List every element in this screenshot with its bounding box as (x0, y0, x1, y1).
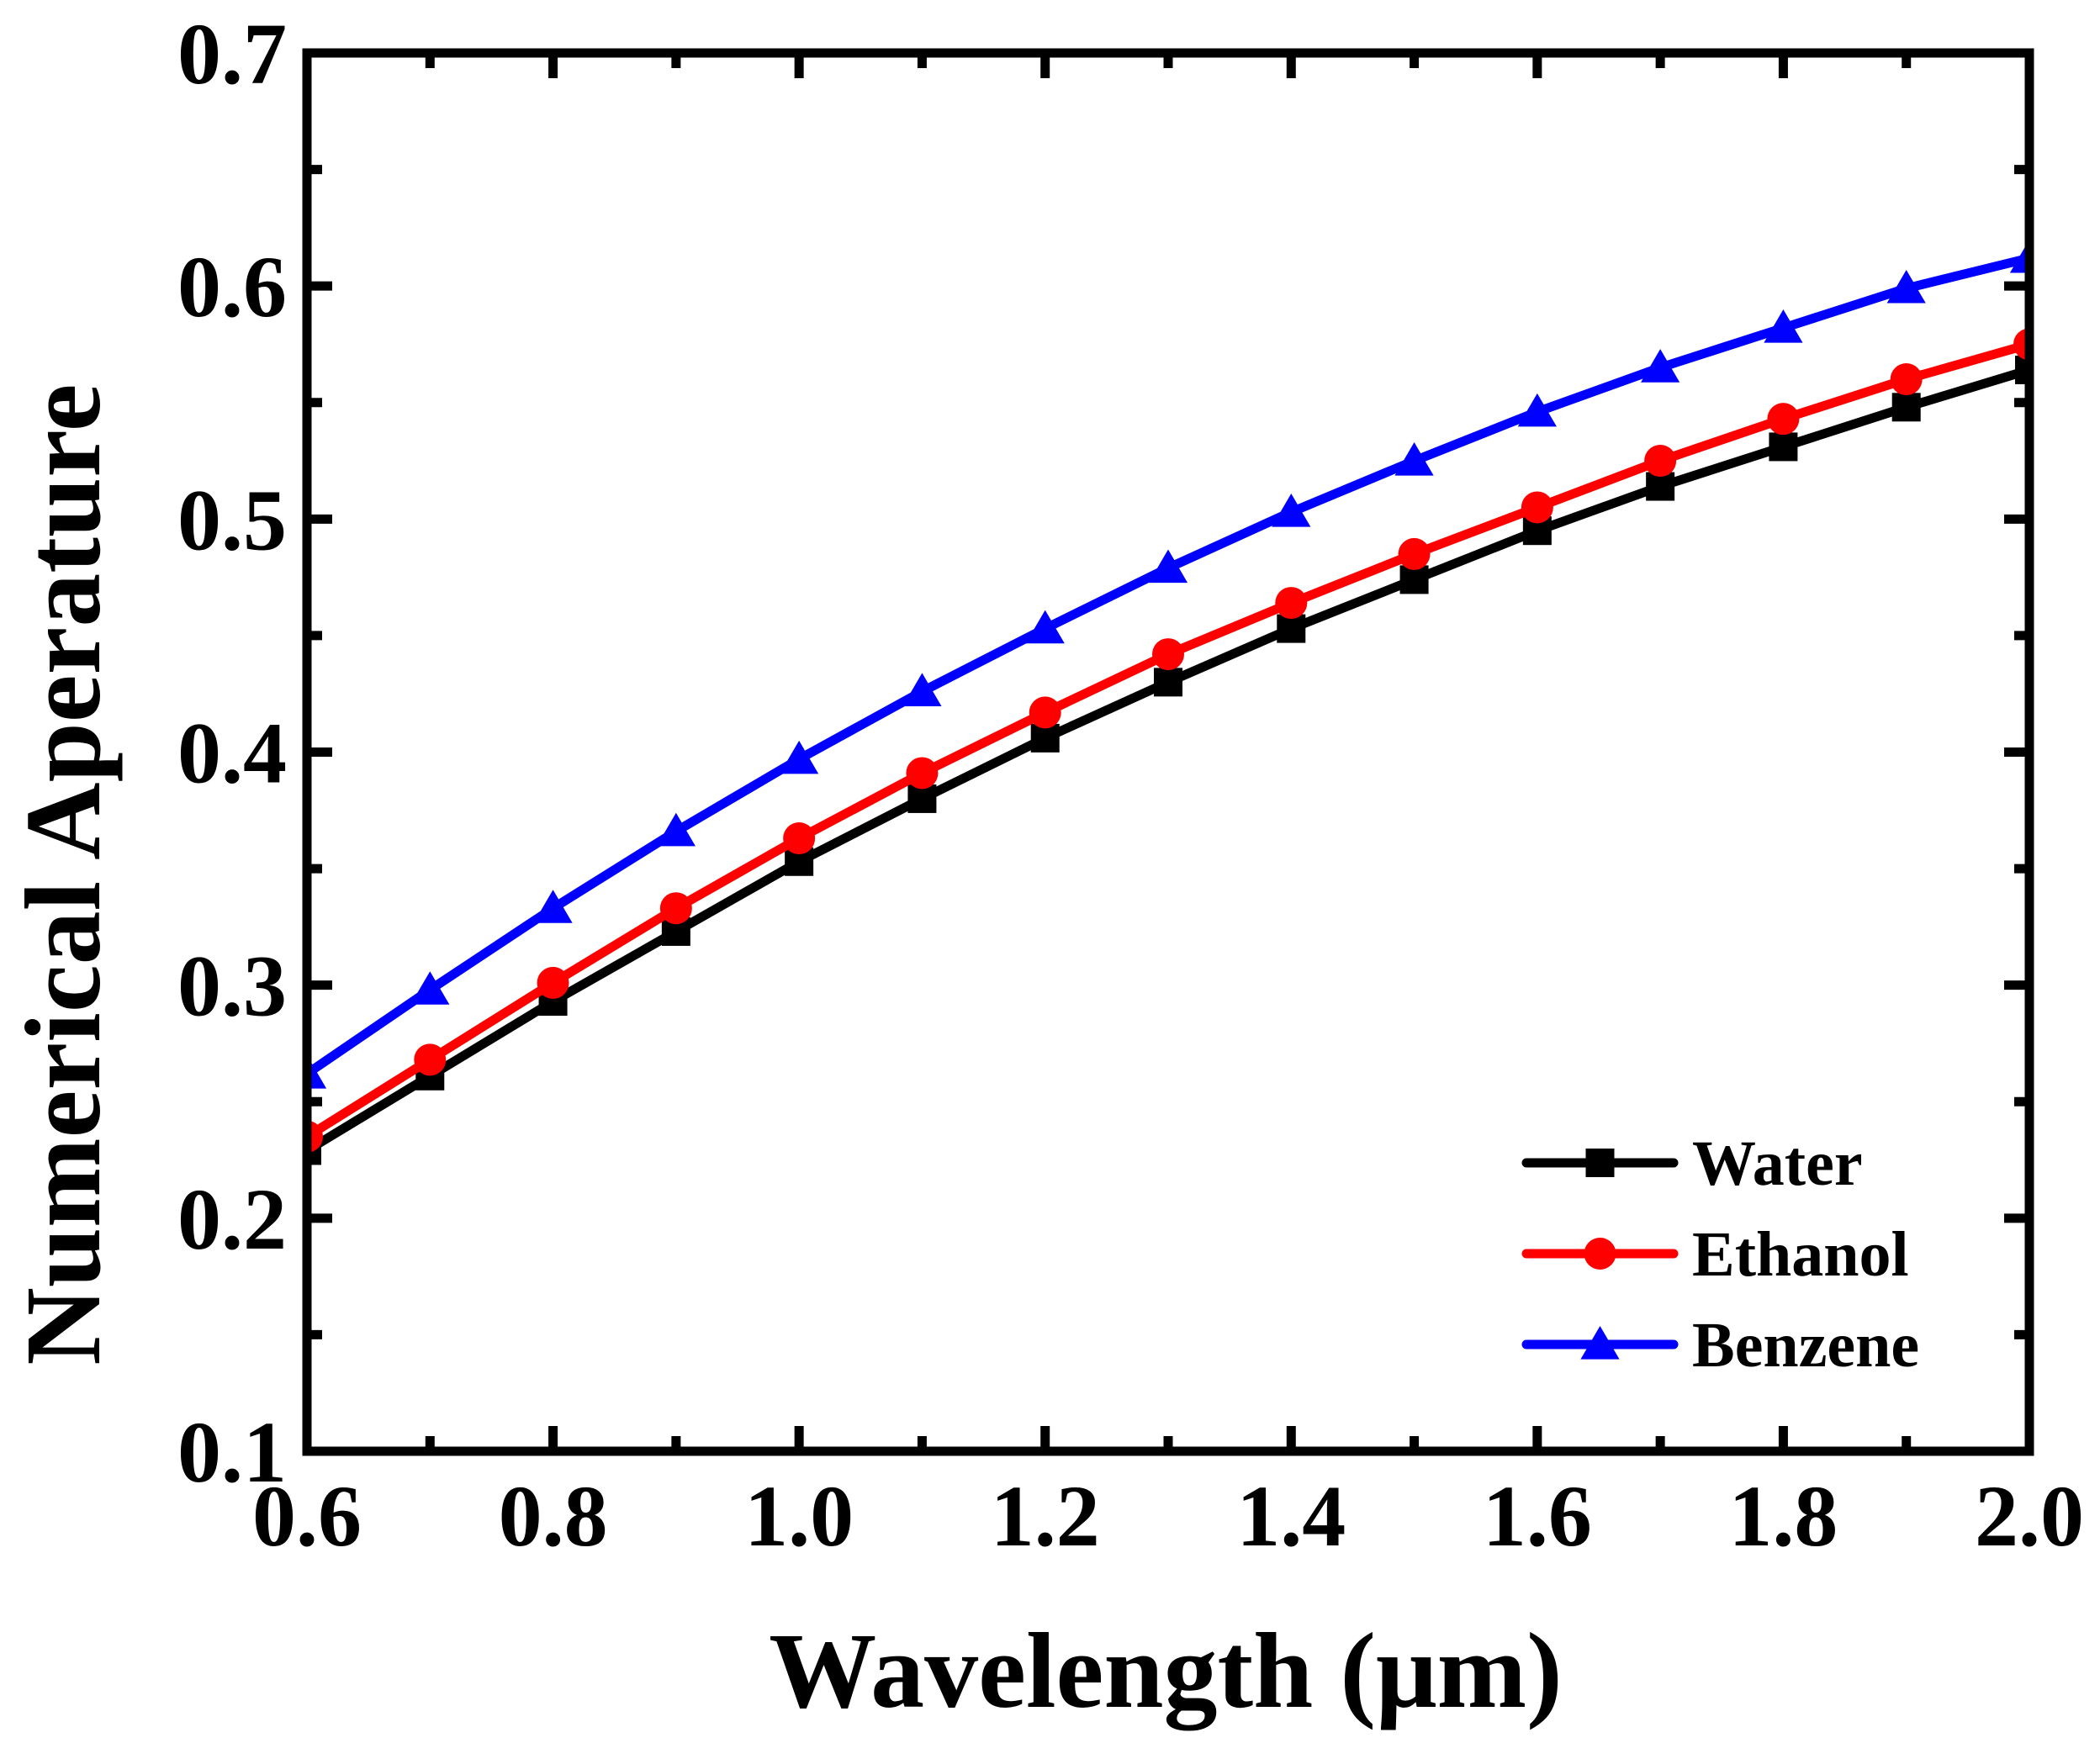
data-point-benzene-0 (307, 1054, 327, 1089)
legend: Water Ethanol Benzene (1521, 1128, 1919, 1381)
x-tick-label-2: 1.0 (744, 1468, 854, 1565)
data-point-water-9 (1399, 565, 1429, 594)
data-point-benzene-9 (1394, 442, 1434, 476)
y-tick-label-3: 0.4 (177, 705, 287, 802)
data-point-ethanol-10 (1521, 491, 1553, 524)
series-line-ethanol (307, 339, 2029, 1142)
data-point-benzene-11 (1641, 349, 1680, 383)
axes-layer: 0.6 0.8 1.0 1.2 1.4 1.6 1.8 2.0 0.1 0.2 0.3 0.4 0.5 0… (177, 6, 2084, 1565)
data-point-benzene-4 (780, 740, 819, 774)
data-point-benzene-14 (2009, 239, 2029, 273)
legend-label-ethanol: Ethanol (1692, 1219, 1909, 1290)
y-tick-label-0: 0.1 (177, 1404, 287, 1501)
legend-marker-water (1585, 1149, 1615, 1177)
data-point-water-12 (1769, 432, 1798, 462)
data-point-benzene-1 (410, 971, 450, 1005)
data-point-water-13 (1891, 393, 1921, 422)
data-point-benzene-5 (902, 673, 942, 707)
data-point-ethanol-1 (414, 1043, 447, 1076)
y-tick-label-4: 0.5 (177, 472, 287, 568)
x-tick-label-4: 1.4 (1236, 1468, 1346, 1565)
x-tick-label-1: 0.8 (499, 1468, 608, 1565)
data-point-benzene-7 (1148, 549, 1188, 584)
y-axis-title: Numerical Aperature (3, 383, 123, 1365)
legend-label-benzene: Benzene (1692, 1310, 1919, 1381)
data-point-ethanol-8 (1275, 587, 1308, 620)
x-tick-label-3: 1.2 (991, 1468, 1100, 1565)
series-line-water (307, 365, 2029, 1155)
y-tick-label-5: 0.6 (177, 239, 287, 335)
data-point-benzene-3 (656, 812, 696, 847)
data-point-water-7 (1154, 668, 1182, 697)
data-point-ethanol-6 (1029, 696, 1061, 729)
legend-marker-ethanol (1584, 1238, 1616, 1270)
legend-marker-benzene (1580, 1326, 1620, 1360)
data-point-ethanol-4 (783, 822, 816, 855)
x-tick-label-0: 0.6 (252, 1468, 362, 1565)
x-tick-label-5: 1.6 (1483, 1468, 1592, 1565)
data-point-ethanol-3 (659, 892, 692, 925)
data-point-ethanol-11 (1644, 445, 1677, 478)
data-point-ethanol-12 (1767, 403, 1800, 436)
x-tick-label-7: 2.0 (1975, 1468, 2084, 1565)
data-point-benzene-2 (533, 890, 573, 923)
x-tick-label-6: 1.8 (1728, 1468, 1838, 1565)
data-point-water-8 (1277, 614, 1306, 643)
data-point-water-6 (1030, 723, 1060, 753)
y-tick-label-1: 0.2 (177, 1171, 287, 1268)
data-point-benzene-8 (1272, 494, 1311, 527)
data-point-ethanol-5 (906, 757, 939, 790)
y-tick-label-6: 0.7 (177, 6, 287, 103)
data-point-benzene-10 (1517, 393, 1557, 427)
y-tick-label-2: 0.3 (177, 938, 287, 1035)
data-point-ethanol-13 (1890, 363, 1923, 396)
data-point-benzene-6 (1025, 610, 1065, 644)
legend-label-water: Water (1692, 1128, 1863, 1199)
plot-layer (307, 239, 2029, 1165)
data-point-benzene-13 (1886, 269, 1926, 304)
data-point-ethanol-2 (537, 966, 569, 999)
data-point-water-11 (1646, 472, 1675, 501)
data-point-water-5 (907, 784, 937, 813)
series-group (307, 239, 2029, 1165)
x-axis-title: Wavelength (μm) (769, 1611, 1563, 1730)
data-point-ethanol-9 (1398, 537, 1431, 570)
data-point-benzene-12 (1764, 309, 1803, 343)
data-point-ethanol-7 (1152, 638, 1184, 671)
